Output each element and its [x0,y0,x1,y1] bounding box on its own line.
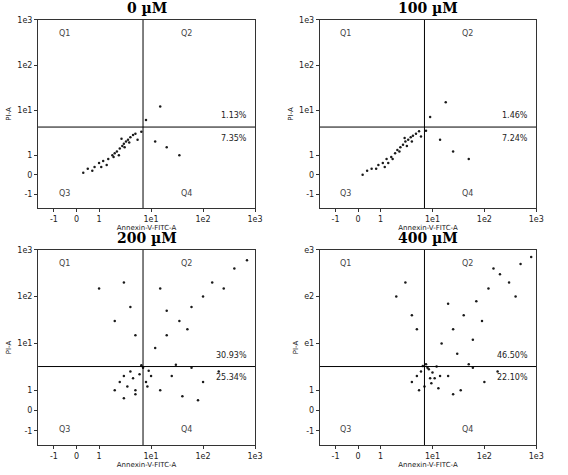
svg-text:1e1: 1e1 [299,106,314,115]
svg-text:0: 0 [309,406,314,415]
svg-text:0: 0 [309,171,314,180]
svg-text:1e1: 1e1 [425,215,440,224]
svg-text:-1: -1 [50,452,58,461]
svg-text:1: 1 [27,151,32,160]
svg-text:1e2: 1e2 [17,61,32,70]
svg-text:Q3: Q3 [340,425,351,434]
svg-text:Q4: Q4 [462,189,473,198]
svg-text:1e2: 1e2 [477,452,492,461]
svg-text:Annexin-V-FITC-A: Annexin-V-FITC-A [117,224,177,232]
svg-text:-1: -1 [332,452,340,461]
svg-text:1e2: 1e2 [299,61,314,70]
svg-text:1e1: 1e1 [144,215,159,224]
svg-text:0 µM: 0 µM [127,0,167,16]
svg-text:0: 0 [27,406,32,415]
svg-text:1e1: 1e1 [17,106,32,115]
svg-text:25.34%: 25.34% [216,373,247,382]
svg-text:1e3: 1e3 [247,215,262,224]
svg-text:Q2: Q2 [181,259,192,268]
svg-text:1: 1 [309,151,314,160]
svg-text:100 µM: 100 µM [398,0,458,16]
svg-text:1e1: 1e1 [425,452,440,461]
svg-text:Annexin-V-FITC-A: Annexin-V-FITC-A [398,224,458,232]
svg-text:1: 1 [97,452,102,461]
svg-text:PI-A: PI-A [292,341,300,355]
svg-text:Q2: Q2 [181,29,192,38]
svg-text:Q2: Q2 [462,259,473,268]
svg-text:Q1: Q1 [340,29,351,38]
svg-text:1e2: 1e2 [477,215,492,224]
svg-text:30.93%: 30.93% [216,351,247,360]
svg-text:0: 0 [356,215,361,224]
svg-text:1e3: 1e3 [529,452,544,461]
svg-text:1: 1 [378,452,383,461]
svg-text:PI-A: PI-A [287,107,295,121]
svg-text:1e3: 1e3 [299,16,314,25]
svg-text:0: 0 [27,171,32,180]
svg-text:Q1: Q1 [59,259,70,268]
svg-text:400 µM: 400 µM [398,230,458,246]
svg-text:Annexin-V-FITC-A: Annexin-V-FITC-A [398,461,458,469]
svg-text:1: 1 [97,215,102,224]
svg-text:1e3: 1e3 [17,16,32,25]
svg-text:-1: -1 [306,190,314,199]
svg-text:7.35%: 7.35% [221,134,247,143]
svg-text:1e2: 1e2 [195,215,210,224]
svg-text:-1: -1 [50,215,58,224]
svg-text:Q4: Q4 [181,425,192,434]
svg-text:Q4: Q4 [462,425,473,434]
svg-text:1: 1 [27,386,32,395]
svg-text:1: 1 [309,386,314,395]
svg-text:0: 0 [74,215,79,224]
svg-text:Q1: Q1 [59,29,70,38]
svg-text:1e1: 1e1 [17,339,32,348]
svg-text:0: 0 [74,452,79,461]
svg-text:46.50%: 46.50% [497,351,528,360]
svg-text:Q2: Q2 [462,29,473,38]
svg-text:PI-A: PI-A [5,341,13,355]
svg-text:22.10%: 22.10% [497,373,528,382]
svg-text:1: 1 [378,215,383,224]
svg-text:-1: -1 [306,427,314,436]
svg-text:1.46%: 1.46% [502,111,528,120]
svg-text:1e2: 1e2 [17,292,32,301]
svg-text:PI-A: PI-A [5,107,13,121]
svg-text:e1: e1 [304,339,314,348]
svg-text:-1: -1 [24,427,32,436]
svg-text:-1: -1 [332,215,340,224]
svg-text:e2: e2 [304,292,314,301]
svg-text:1e3: 1e3 [247,452,262,461]
svg-text:1e1: 1e1 [144,452,159,461]
svg-text:1e2: 1e2 [195,452,210,461]
svg-text:Annexin-V-FITC-A: Annexin-V-FITC-A [117,461,177,469]
svg-text:-1: -1 [24,190,32,199]
svg-text:Q3: Q3 [59,189,70,198]
svg-text:1.13%: 1.13% [221,111,247,120]
svg-text:7.24%: 7.24% [502,134,528,143]
svg-text:e3: e3 [304,246,314,255]
svg-text:1e3: 1e3 [17,246,32,255]
svg-text:200 µM: 200 µM [117,230,177,246]
svg-text:Q3: Q3 [340,189,351,198]
svg-text:Q4: Q4 [181,189,192,198]
svg-text:Q1: Q1 [340,259,351,268]
svg-text:0: 0 [356,452,361,461]
svg-text:1e3: 1e3 [529,215,544,224]
svg-text:Q3: Q3 [59,425,70,434]
